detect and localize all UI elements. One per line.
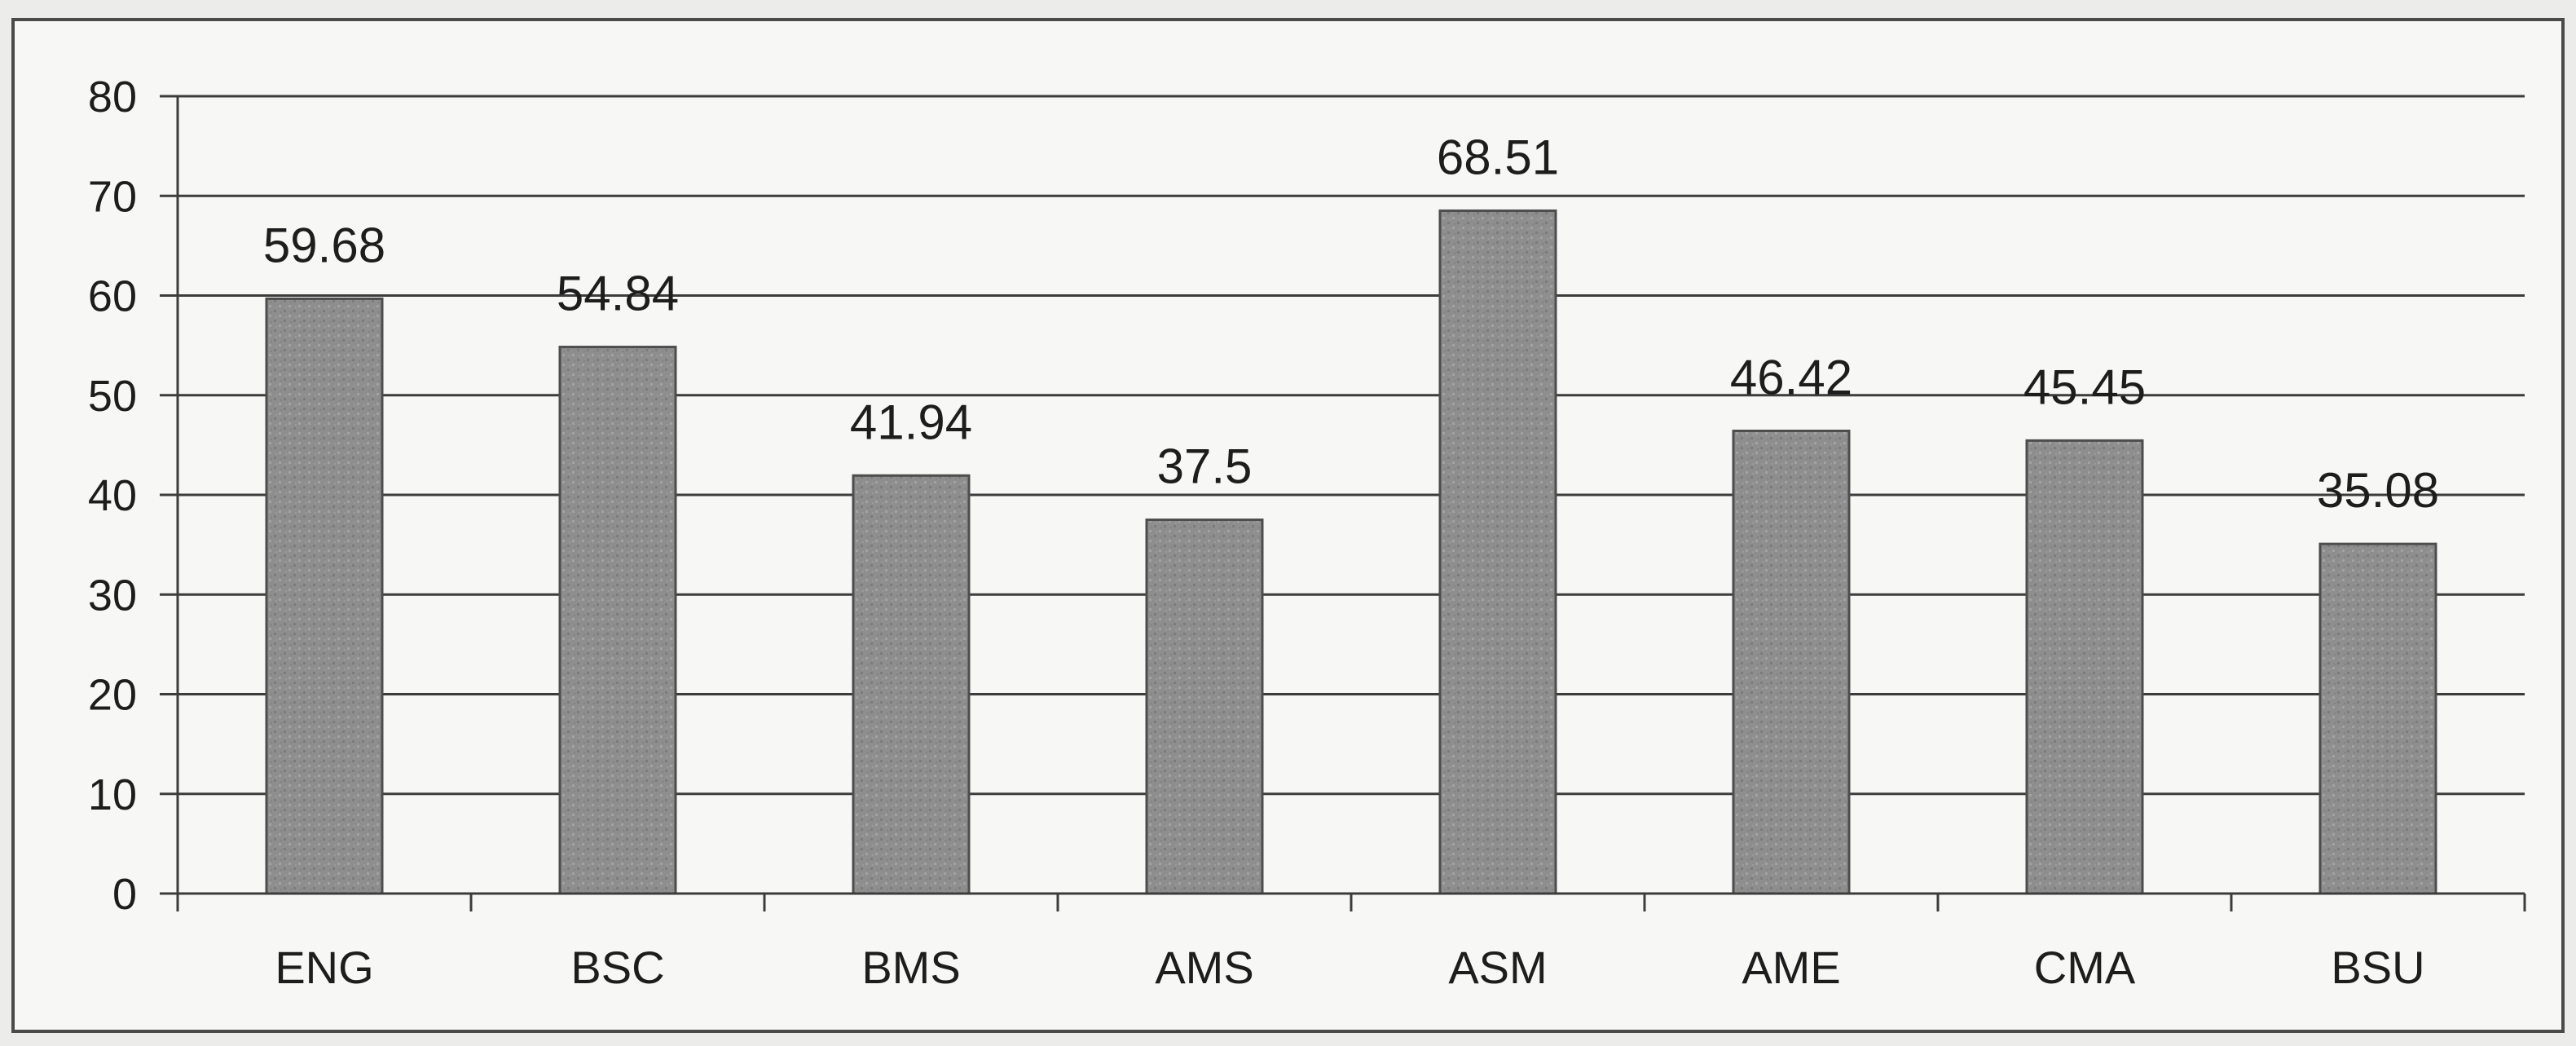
data-label-ame: 46.42 — [1730, 351, 1852, 405]
y-tick-label: 0 — [112, 870, 137, 919]
bar-bsu — [2318, 542, 2437, 895]
y-tick-label: 10 — [88, 770, 137, 819]
x-tick-label-bsc: BSC — [570, 942, 664, 993]
data-label-bms: 41.94 — [850, 395, 972, 449]
y-tick-label: 60 — [88, 272, 137, 321]
bar-bms — [852, 474, 971, 895]
y-axis-tick-labels: 0 10 20 30 40 50 60 70 80 — [88, 73, 137, 919]
y-tick-label: 40 — [88, 471, 137, 520]
bar-ame — [1732, 430, 1851, 895]
y-tick-label: 70 — [88, 172, 137, 221]
bar-ams — [1145, 519, 1264, 895]
x-tick-label-ame: AME — [1742, 942, 1840, 993]
y-tick-label: 80 — [88, 73, 137, 121]
x-tick-label-ams: AMS — [1155, 942, 1253, 993]
y-tick-label: 50 — [88, 372, 137, 421]
x-tick-label-bsu: BSU — [2331, 942, 2424, 993]
x-tick-label-eng: ENG — [275, 942, 373, 993]
x-axis-tick-labels: ENG BSC BMS AMS ASM AME CMA BSU — [275, 942, 2424, 993]
data-label-bsc: 54.84 — [557, 267, 679, 321]
bar-eng — [265, 297, 384, 895]
data-labels: 59.68 54.84 41.94 37.5 68.51 46.42 45.45 35.08 — [263, 130, 2439, 518]
chart-frame: 0 10 20 30 40 50 60 70 80 ENG BSC BMS AMS ASM AME CMA B… — [11, 18, 2565, 1033]
bar-chart: 0 10 20 30 40 50 60 70 80 ENG BSC BMS AMS ASM AME CMA B… — [88, 73, 2526, 993]
bars — [265, 209, 2437, 895]
gridlines — [178, 95, 2525, 796]
axes — [160, 95, 2526, 911]
bar-cma — [2025, 439, 2144, 895]
data-label-bsu: 35.08 — [2317, 463, 2439, 518]
x-tick-label-bms: BMS — [861, 942, 960, 993]
bar-asm — [1438, 209, 1557, 895]
bar-bsc — [558, 346, 677, 895]
data-label-ams: 37.5 — [1157, 439, 1253, 494]
data-label-cma: 45.45 — [2023, 360, 2146, 414]
x-tick-label-cma: CMA — [2034, 942, 2136, 993]
data-label-eng: 59.68 — [263, 218, 385, 272]
y-tick-label: 20 — [88, 671, 137, 720]
y-tick-label: 30 — [88, 571, 137, 620]
data-label-asm: 68.51 — [1437, 130, 1559, 184]
x-tick-label-asm: ASM — [1448, 942, 1547, 993]
